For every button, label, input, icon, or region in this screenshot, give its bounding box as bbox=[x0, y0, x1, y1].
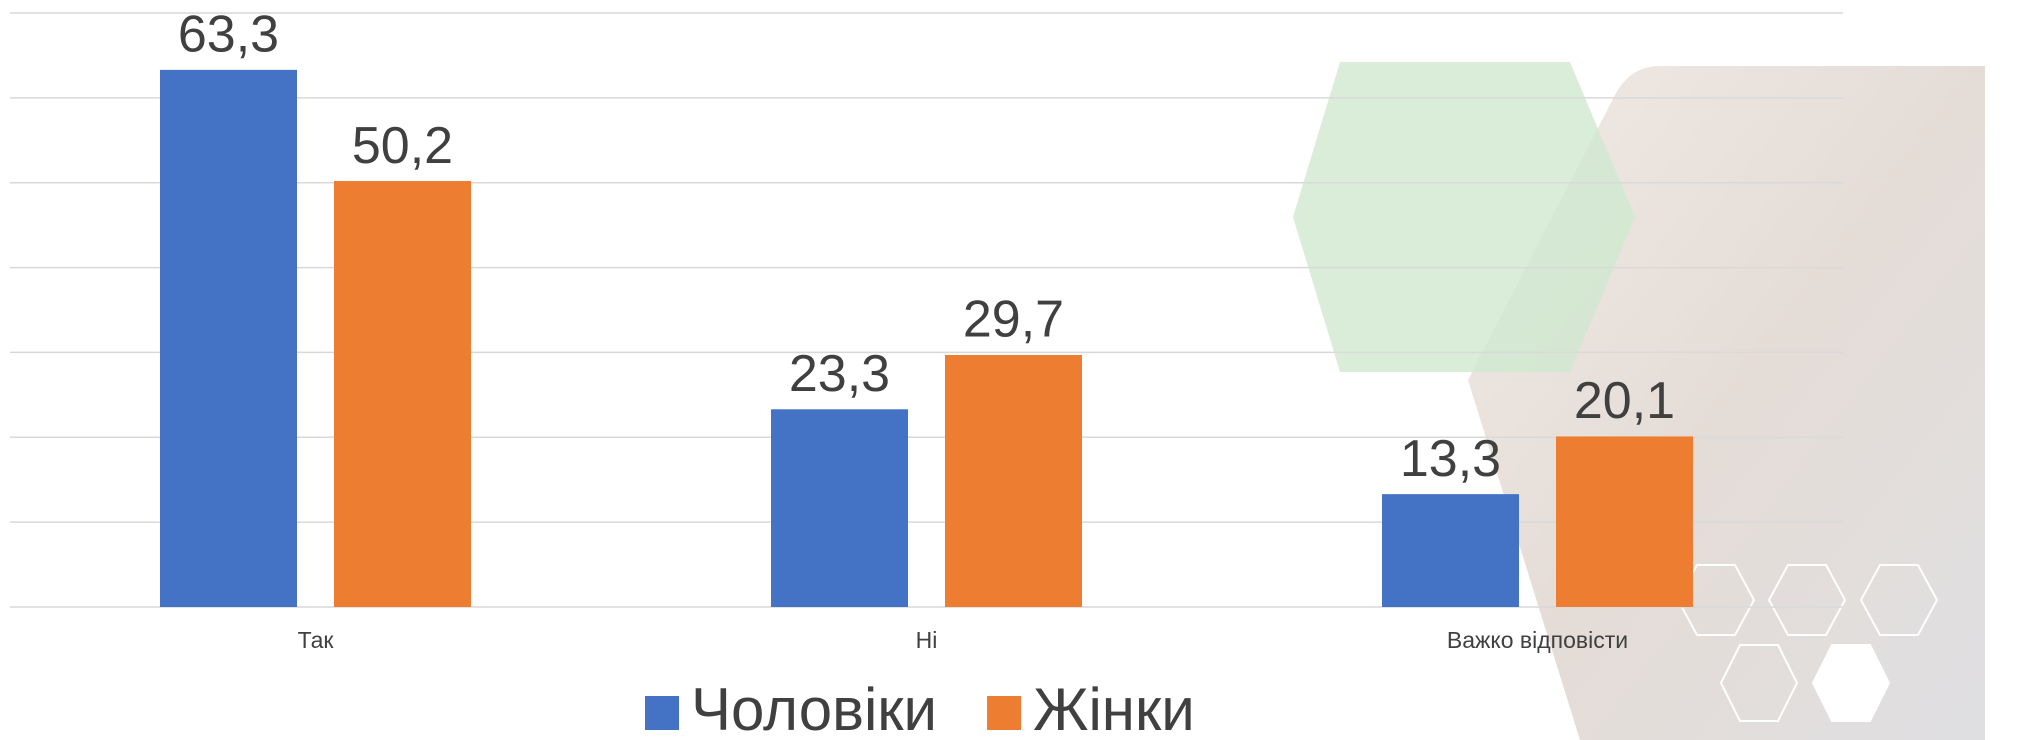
bar bbox=[945, 355, 1082, 607]
green-hexagon bbox=[1293, 62, 1635, 372]
x-tick-label: Ні bbox=[916, 627, 938, 653]
legend-label: Чоловіки bbox=[691, 676, 937, 740]
bar bbox=[160, 70, 297, 607]
chart: Так 63,3 50,2 Ні 23,3 29,7 Важко відповісти 13,… bbox=[0, 0, 2028, 740]
legend-swatch bbox=[645, 696, 679, 730]
value-label: 23,3 bbox=[789, 345, 890, 403]
bar bbox=[771, 409, 908, 607]
value-label: 13,3 bbox=[1400, 430, 1501, 488]
value-label: 29,7 bbox=[963, 291, 1064, 349]
legend-swatch bbox=[987, 696, 1021, 730]
page: Так 63,3 50,2 Ні 23,3 29,7 Важко відповісти 13,… bbox=[0, 0, 2028, 740]
value-label: 63,3 bbox=[178, 6, 279, 64]
legend-label: Жінки bbox=[1033, 676, 1195, 740]
bar bbox=[1556, 436, 1693, 607]
x-tick-label: Важко відповісти bbox=[1447, 627, 1628, 653]
x-tick-label: Так bbox=[298, 627, 335, 653]
value-label: 50,2 bbox=[352, 117, 453, 175]
bar bbox=[334, 181, 471, 607]
value-label: 20,1 bbox=[1574, 372, 1675, 430]
bar bbox=[1382, 494, 1519, 607]
